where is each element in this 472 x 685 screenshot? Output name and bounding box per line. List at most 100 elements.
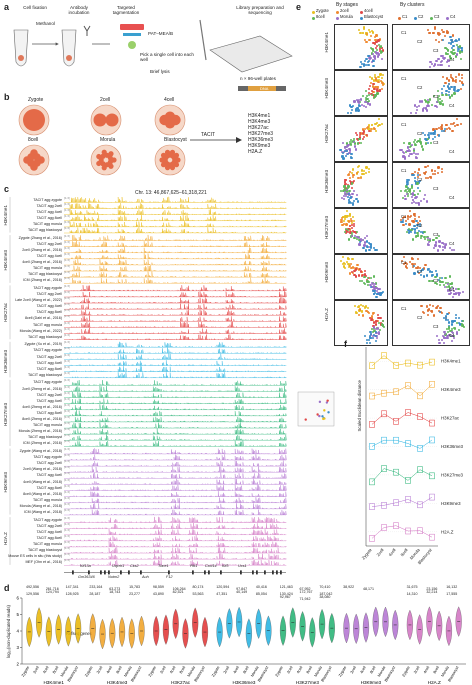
- cell-point: [435, 282, 438, 286]
- cell-point: [342, 157, 345, 160]
- cluster-tag: C1: [401, 76, 407, 81]
- cell-point: [417, 139, 420, 142]
- umap-by-cluster: C1 C2 C3 C4: [392, 24, 470, 70]
- cell-point: [374, 327, 377, 330]
- cell-point: [455, 317, 458, 320]
- panel-d-label: d: [4, 583, 10, 593]
- cell-point: [412, 151, 415, 154]
- signal-track: [64, 309, 287, 316]
- signal-track: [64, 416, 287, 423]
- track-label: TACIT agg 4cell: [36, 529, 62, 534]
- cell-point: [429, 31, 432, 35]
- legend-swatch: [336, 10, 339, 14]
- track-range: [0–5]: [64, 454, 70, 458]
- umap-row-label: H3K4me1: [324, 32, 329, 53]
- cell-point: [363, 38, 367, 41]
- cell-point: [450, 75, 453, 78]
- cell-point: [367, 99, 370, 102]
- cell-point: [400, 220, 403, 224]
- cell-point: [375, 289, 379, 293]
- cell-point: [373, 95, 376, 98]
- cell-point: [441, 248, 444, 251]
- cell-point: [427, 308, 431, 311]
- cell-point: [435, 273, 438, 276]
- cell-point: [370, 52, 373, 55]
- track-range: [0–5]: [64, 202, 70, 206]
- cell-point: [359, 60, 363, 63]
- cell-point: [349, 263, 352, 266]
- cell-point: [350, 108, 353, 112]
- cell-point: [364, 96, 367, 99]
- cell-point: [347, 192, 350, 195]
- cell-point: [408, 230, 411, 233]
- cell-point: [437, 57, 440, 61]
- cell-point: [358, 141, 361, 144]
- cell-point: [371, 31, 374, 34]
- cell-point: [453, 85, 456, 88]
- cell-point: [342, 219, 346, 222]
- cell-point: [454, 313, 457, 317]
- cell-point: [353, 142, 356, 145]
- mark-group-label: H3K9me3: [3, 472, 8, 493]
- cell-point: [404, 265, 407, 268]
- cell-point: [442, 342, 446, 345]
- track-label: TACIT agg blastocyst: [27, 548, 62, 553]
- cell-point: [374, 74, 377, 77]
- cell-point: [450, 85, 453, 89]
- track-label: TACIT agg 4cell: [36, 360, 62, 365]
- cell-point: [461, 319, 464, 322]
- cell-point: [349, 217, 352, 221]
- cell-point: [419, 138, 422, 141]
- cell-point: [339, 218, 342, 221]
- cell-point: [416, 182, 419, 185]
- umap-by-cluster: C1 C2 C3 C4: [392, 208, 470, 254]
- cell-point: [373, 283, 376, 286]
- cell-point: [406, 150, 409, 153]
- cell-point: [408, 142, 411, 145]
- cell-point: [404, 261, 407, 264]
- cell-point: [416, 224, 419, 227]
- cell-point: [356, 133, 359, 137]
- cell-point: [413, 272, 416, 275]
- cell-point: [352, 100, 356, 103]
- track-label: ICM (Zheng et al., 2016): [23, 441, 62, 446]
- cell-point: [421, 310, 424, 314]
- track-label: 2cell (Zheng et al., 2016): [22, 386, 62, 391]
- cell-point: [365, 338, 369, 341]
- cell-point: [452, 87, 456, 90]
- cell-point: [449, 127, 452, 130]
- cell-point: [367, 276, 370, 279]
- cell-point: [412, 198, 415, 201]
- track-range: [0–5]: [64, 315, 70, 319]
- cell-point: [375, 122, 378, 125]
- cell-point: [444, 46, 447, 49]
- cell-point: [377, 118, 381, 121]
- track-label: Zygote (Zhang et al., 2016): [18, 235, 62, 240]
- cell-point: [374, 282, 377, 285]
- cell-point: [411, 192, 414, 195]
- cell-point: [445, 281, 448, 284]
- cell-point: [363, 269, 366, 272]
- cell-point: [444, 318, 447, 322]
- cell-point: [449, 283, 452, 286]
- cell-point: [367, 91, 370, 94]
- track-label: TACIT agg morula: [32, 542, 62, 546]
- gene-label: Plk1: [190, 564, 198, 569]
- cell-point: [457, 292, 460, 295]
- embryo-icon: [18, 104, 50, 136]
- cell-point: [410, 262, 413, 265]
- cell-point: [374, 75, 377, 78]
- track-range: [0–5]: [64, 240, 70, 244]
- cell-point: [352, 138, 356, 141]
- legend-label: Zygote: [316, 8, 329, 13]
- cell-point: [377, 80, 380, 83]
- cell-point: [351, 171, 354, 175]
- cell-point: [367, 167, 370, 170]
- cell-point: [424, 137, 427, 141]
- cell-point: [420, 234, 423, 238]
- umap-row-label: H2A.Z: [324, 308, 329, 322]
- cell-point: [405, 192, 408, 196]
- cell-point: [456, 322, 459, 325]
- cell-point: [367, 338, 371, 341]
- cell-point: [360, 270, 364, 273]
